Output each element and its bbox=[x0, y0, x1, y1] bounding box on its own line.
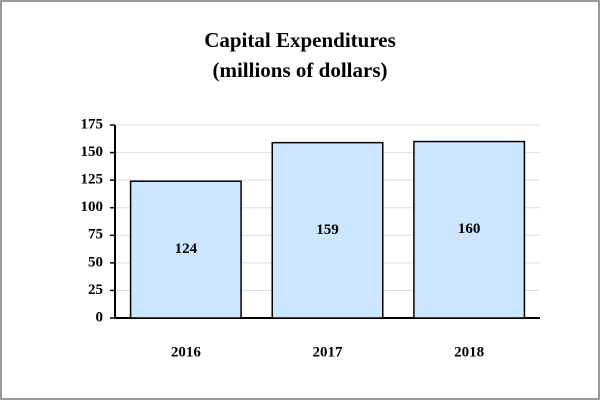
y-tick-label: 100 bbox=[81, 199, 104, 215]
data-label: 160 bbox=[458, 221, 481, 237]
y-tick-label: 175 bbox=[81, 116, 104, 132]
chart-title: Capital Expenditures bbox=[204, 28, 396, 52]
x-tick-label: 2016 bbox=[171, 344, 202, 360]
y-tick-label: 150 bbox=[81, 144, 104, 160]
bar bbox=[413, 140, 526, 319]
y-tick-label: 75 bbox=[88, 227, 103, 243]
data-label: 159 bbox=[316, 222, 339, 238]
y-tick-label: 50 bbox=[88, 254, 103, 270]
y-tick-label: 25 bbox=[88, 282, 103, 298]
bar bbox=[271, 141, 384, 319]
bar bbox=[129, 180, 242, 319]
y-tick-label: 0 bbox=[96, 309, 104, 325]
y-tick-label: 125 bbox=[81, 172, 104, 188]
chart-subtitle: (millions of dollars) bbox=[212, 58, 387, 82]
data-label: 124 bbox=[175, 241, 198, 257]
x-tick-label: 2017 bbox=[313, 344, 344, 360]
x-tick-label: 2018 bbox=[454, 344, 484, 360]
